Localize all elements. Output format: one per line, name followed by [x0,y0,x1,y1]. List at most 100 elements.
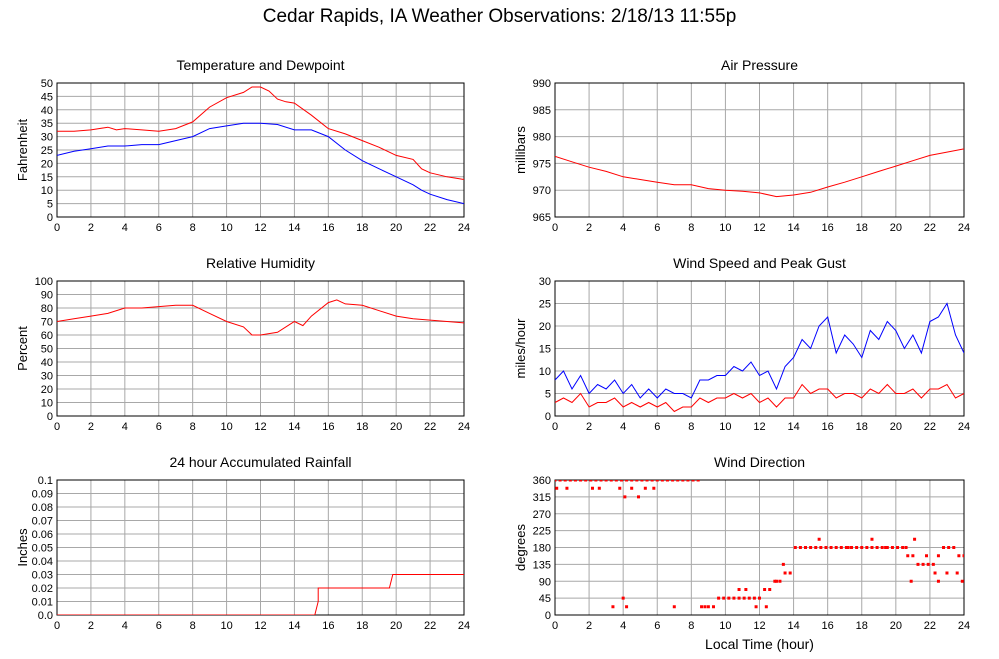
wind-speed-y-tick-label: 10 [539,366,551,378]
wind-direction-point [931,562,935,566]
rainfall-x-tick-label: 10 [220,620,232,632]
humidity-y-tick-label: 100 [35,276,53,288]
rainfall-x-tick-label: 6 [156,620,162,632]
temperature-x-tick-label: 16 [322,222,334,234]
wind-direction-point [727,596,731,600]
rainfall-y-tick-label: 0.04 [32,556,53,568]
temperature-x-tick-label: 0 [54,222,60,234]
temperature-frame [56,82,465,218]
wind-direction-point [824,546,828,549]
wind-direction-y-tick-label: 225 [533,526,551,538]
wind-direction-y-axis-label: degrees [513,524,528,571]
wind-direction-point [614,480,618,482]
wind-direction-point [681,480,685,482]
wind-direction-point [645,480,649,482]
wind-direction-x-tick-label: 22 [924,620,936,632]
wind-direction-point [829,546,833,549]
pressure-x-tick-label: 2 [586,222,592,234]
pressure-y-tick-label: 990 [533,78,551,90]
temperature-x-tick-label: 14 [288,222,300,234]
humidity-x-tick-label: 20 [390,421,402,433]
rainfall-y-tick-label: 0.07 [32,516,53,528]
wind-direction-point [957,554,961,558]
temperature-y-axis-label: Fahrenheit [15,119,30,182]
pressure-x-tick-label: 16 [822,222,834,234]
wind-direction-point [764,605,768,609]
rainfall-x-tick-label: 4 [122,620,128,632]
humidity-x-tick-label: 2 [88,421,94,433]
wind-speed-x-tick-label: 16 [822,421,834,433]
rainfall-y-tick-label: 0.09 [32,489,53,501]
wind-direction-x-tick-label: 12 [753,620,765,632]
pressure-x-tick-label: 10 [719,222,731,234]
humidity-x-tick-label: 22 [424,421,436,433]
wind-direction-point [913,537,917,541]
wind-direction-point [640,480,644,482]
wind-direction-point [565,486,569,490]
wind-direction-y-tick-label: 0 [545,610,551,622]
humidity-y-axis-label: Percent [15,326,30,371]
wind-direction-point [573,480,577,482]
wind-direction-point [936,554,940,558]
wind-direction-point [717,596,721,600]
wind-direction-point [594,480,598,482]
wind-direction-point [742,596,746,600]
pressure-frame [554,82,965,218]
rainfall-x-tick-label: 14 [288,620,300,632]
wind-direction-point [870,537,874,541]
pressure-x-tick-label: 8 [688,222,694,234]
temperature-x-tick-label: 10 [220,222,232,234]
temperature-y-tick-label: 35 [41,118,53,130]
temperature-y-tick-label: 40 [41,105,53,117]
wind-direction-point [925,554,929,558]
wind-direction-point [947,546,951,549]
rainfall-y-tick-label: 0.02 [32,583,53,595]
wind-direction-point [604,480,608,482]
pressure-y-tick-label: 980 [533,132,551,144]
wind-direction-point [611,605,615,609]
rainfall-x-tick-label: 0 [54,620,60,632]
wind-direction-point [814,546,818,549]
wind-direction-y-tick-label: 180 [533,543,551,555]
temperature-x-tick-label: 22 [424,222,436,234]
wind-speed-y-tick-label: 25 [539,299,551,311]
pressure-title: Air Pressure [721,57,798,73]
humidity-y-tick-label: 30 [41,371,53,383]
wind-speed-x-tick-label: 18 [856,421,868,433]
wind-speed-x-tick-label: 24 [958,421,970,433]
wind-direction-point [962,554,964,558]
rainfall-series-line-0 [57,574,464,615]
wind-direction-point [890,546,894,549]
wind-direction-point [955,571,959,575]
wind-direction-point [652,486,656,490]
wind-direction-y-tick-label: 315 [533,492,551,504]
rainfall-x-tick-label: 12 [254,620,266,632]
rainfall-x-tick-label: 16 [322,620,334,632]
wind-direction-point [655,480,659,482]
wind-direction-point [747,596,751,600]
temperature-x-tick-label: 6 [156,222,162,234]
wind-direction-point [865,546,869,549]
temperature-x-tick-label: 8 [190,222,196,234]
wind-direction-point [804,546,808,549]
wind-direction-point [906,554,910,558]
temperature-y-tick-label: 5 [47,199,53,211]
wind-direction-point [737,596,741,600]
humidity-frame [56,280,465,417]
wind-direction-point [875,546,879,549]
temperature-y-tick-label: 10 [41,185,53,197]
wind-direction-point [623,495,627,499]
temperature-y-tick-label: 45 [41,91,53,103]
humidity-y-tick-label: 0 [47,411,53,423]
pressure-y-axis-label: millibars [513,126,528,174]
wind-direction-point [798,546,802,549]
temperature-x-tick-label: 24 [458,222,470,234]
wind-speed-x-tick-label: 10 [719,421,731,433]
pressure-y-tick-label: 985 [533,105,551,117]
wind-direction-point [637,495,641,499]
temperature-x-tick-label: 4 [122,222,128,234]
humidity-x-tick-label: 10 [220,421,232,433]
